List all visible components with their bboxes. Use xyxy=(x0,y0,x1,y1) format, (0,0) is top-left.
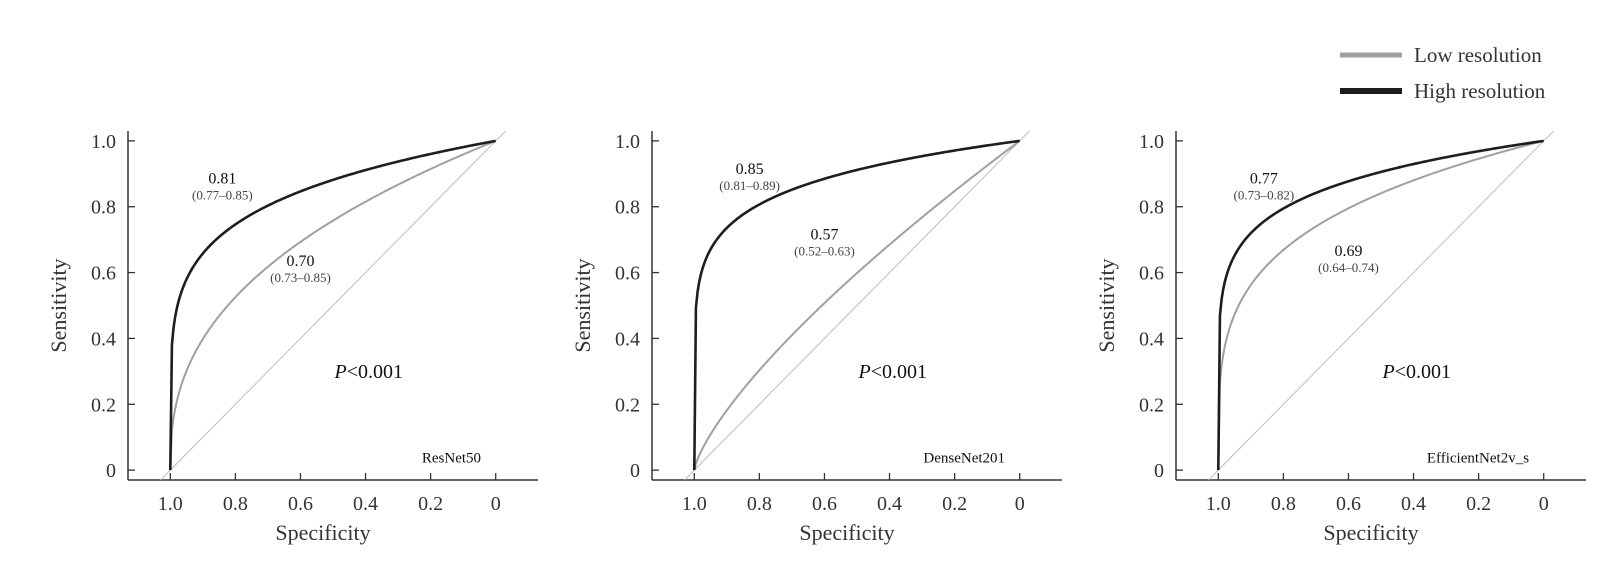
model-name-label: ResNet50 xyxy=(422,451,481,467)
roc-panel-3: 1.0 0.8 0.6 0.4 0.2 0 0 0.2 0.4 0.6 0.8 1.0 Specific… xyxy=(1094,130,1586,545)
roc-curve-high-resolution xyxy=(169,139,496,471)
p-value-label: P<0.001 xyxy=(858,361,928,383)
roc-panels: 1.0 0.8 0.6 0.4 0.2 0 0 0.2 0.4 0.6 0.8 1.0 Specific… xyxy=(46,130,1586,545)
chance-diagonal xyxy=(684,130,1030,481)
auc-value-label: 0.70 xyxy=(286,253,314,270)
y-tick-label: 0.6 xyxy=(615,263,640,285)
y-tick-label: 0.2 xyxy=(615,394,640,416)
x-tick-label: 0 xyxy=(1015,493,1025,515)
model-name-label: DenseNet201 xyxy=(923,451,1005,467)
x-tick-label: 0.4 xyxy=(353,493,378,515)
x-tick-label: 0.6 xyxy=(1336,493,1361,515)
x-tick-label: 0.2 xyxy=(418,493,443,515)
y-tick-label: 0.2 xyxy=(91,394,116,416)
y-tick-label: 0.6 xyxy=(1139,263,1164,285)
x-axis-title: Specificity xyxy=(1323,520,1418,545)
auc-ci-label: (0.73–0.85) xyxy=(270,270,331,285)
roc-curve-low-resolution xyxy=(1217,139,1544,471)
auc-ci-label: (0.64–0.74) xyxy=(1318,260,1379,275)
y-tick-label: 0.4 xyxy=(1139,328,1164,350)
y-axis-title: Sensitivity xyxy=(1094,258,1119,352)
roc-panel-1: 1.0 0.8 0.6 0.4 0.2 0 0 0.2 0.4 0.6 0.8 1.0 Specific… xyxy=(46,130,538,545)
chance-diagonal xyxy=(1208,130,1554,481)
y-tick-label: 1.0 xyxy=(615,131,640,153)
auc-ci-label: (0.81–0.89) xyxy=(719,178,780,193)
y-tick-label: 0 xyxy=(106,460,116,482)
auc-ci-label: (0.52–0.63) xyxy=(794,244,855,259)
legend-label-low-resolution: Low resolution xyxy=(1414,43,1542,67)
roc-curve-low-resolution xyxy=(169,139,497,471)
y-tick-label: 0 xyxy=(630,460,640,482)
auc-ci-label: (0.77–0.85) xyxy=(192,188,253,203)
y-tick-label: 1.0 xyxy=(91,131,116,153)
p-value-label: P<0.001 xyxy=(334,361,404,383)
y-tick-label: 0.2 xyxy=(1139,394,1164,416)
y-axis-title: Sensitivity xyxy=(570,258,595,352)
x-tick-label: 0.8 xyxy=(223,493,248,515)
legend: Low resolution High resolution xyxy=(1340,43,1546,103)
x-tick-label: 0.8 xyxy=(1271,493,1296,515)
x-tick-label: 0.8 xyxy=(747,493,772,515)
x-tick-label: 0 xyxy=(1539,493,1549,515)
roc-curve-high-resolution xyxy=(693,139,1020,471)
x-tick-label: 0.2 xyxy=(1466,493,1491,515)
x-tick-label: 0.6 xyxy=(812,493,837,515)
x-tick-label: 1.0 xyxy=(158,493,183,515)
x-tick-label: 0.4 xyxy=(877,493,902,515)
roc-curve-high-resolution xyxy=(1217,139,1544,471)
auc-value-label: 0.69 xyxy=(1334,243,1362,260)
y-axis-title: Sensitivity xyxy=(46,258,71,352)
x-tick-label: 0.4 xyxy=(1401,493,1426,515)
p-value-label: P<0.001 xyxy=(1382,361,1452,383)
y-tick-label: 0.8 xyxy=(1139,197,1164,219)
auc-ci-label: (0.73–0.82) xyxy=(1234,188,1295,203)
x-tick-label: 1.0 xyxy=(1206,493,1231,515)
x-tick-label: 1.0 xyxy=(682,493,707,515)
x-tick-label: 0.2 xyxy=(942,493,967,515)
y-tick-label: 0.4 xyxy=(615,328,640,350)
auc-value-label: 0.57 xyxy=(810,227,838,244)
model-name-label: EfficientNet2v_s xyxy=(1427,451,1529,467)
auc-value-label: 0.77 xyxy=(1250,171,1278,188)
y-tick-label: 0.8 xyxy=(91,197,116,219)
x-axis-title: Specificity xyxy=(799,520,894,545)
y-tick-label: 0.4 xyxy=(91,328,116,350)
y-tick-label: 1.0 xyxy=(1139,131,1164,153)
y-tick-label: 0.8 xyxy=(615,197,640,219)
auc-value-label: 0.81 xyxy=(208,171,236,188)
x-tick-label: 0 xyxy=(491,493,501,515)
y-tick-label: 0 xyxy=(1154,460,1164,482)
y-tick-label: 0.6 xyxy=(91,263,116,285)
auc-value-label: 0.85 xyxy=(736,161,764,178)
roc-panel-2: 1.0 0.8 0.6 0.4 0.2 0 0 0.2 0.4 0.6 0.8 1.0 Specific… xyxy=(570,130,1062,545)
legend-label-high-resolution: High resolution xyxy=(1414,79,1546,103)
chance-diagonal xyxy=(160,130,506,481)
x-tick-label: 0.6 xyxy=(288,493,313,515)
x-axis-title: Specificity xyxy=(275,520,370,545)
roc-curve-low-resolution xyxy=(693,140,1021,471)
